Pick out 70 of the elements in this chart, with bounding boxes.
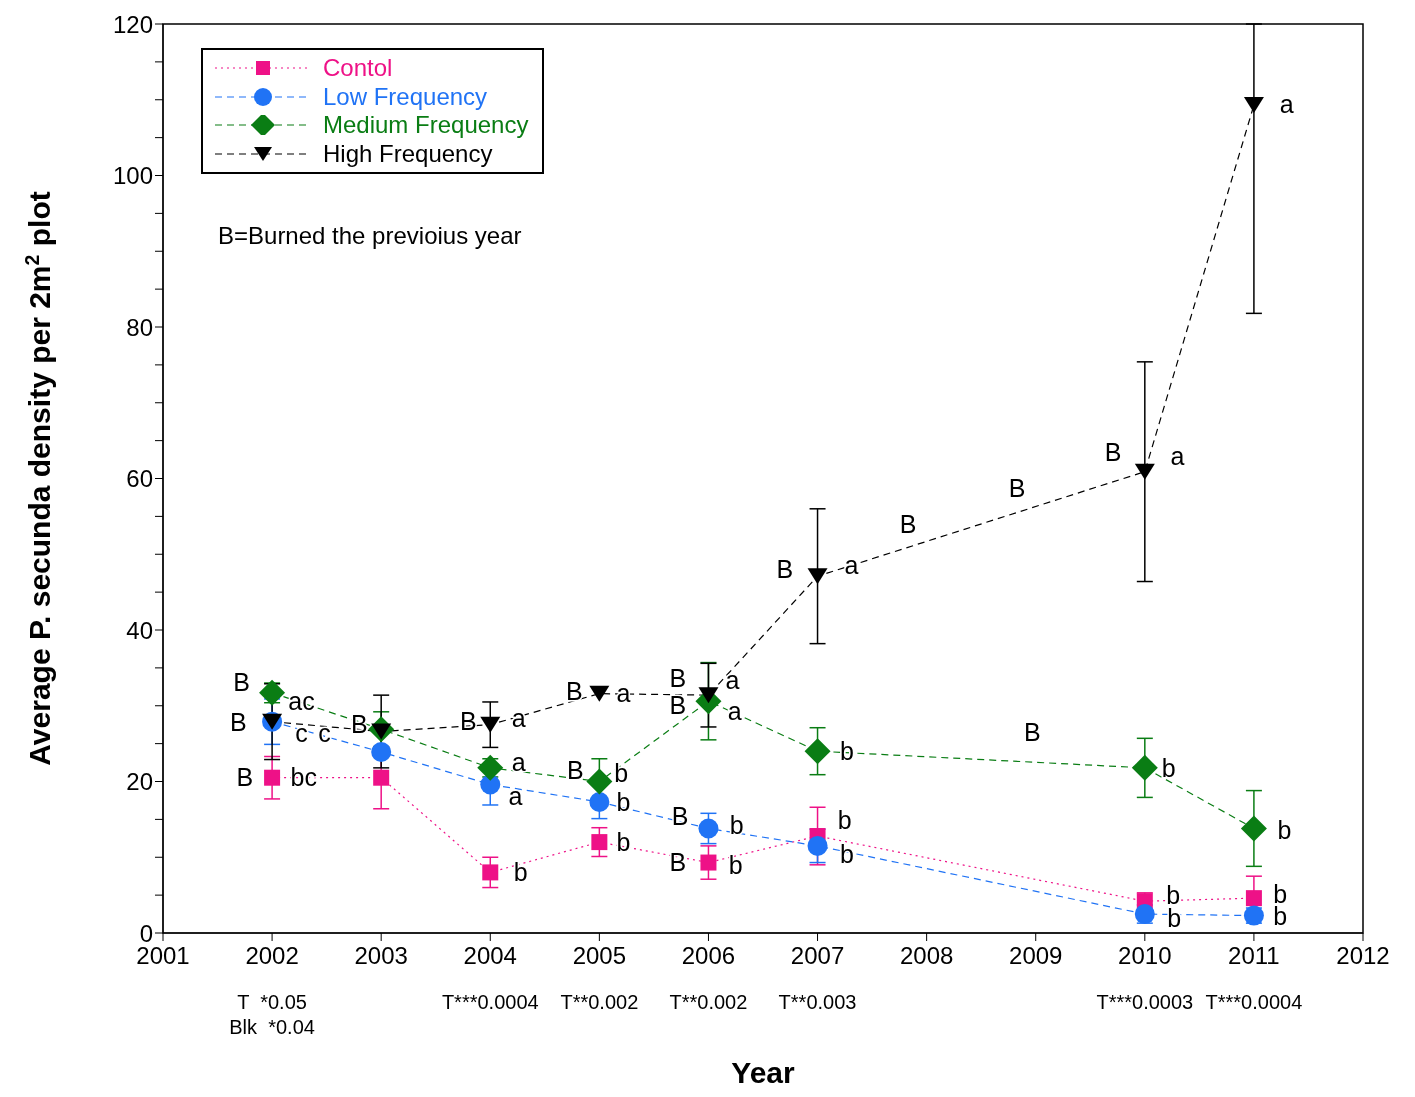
- annotation: B: [565, 677, 583, 706]
- annotation: ac: [288, 686, 315, 715]
- annotation: c: [318, 718, 331, 747]
- annotation: b: [840, 736, 854, 765]
- annotation: b: [1277, 815, 1292, 844]
- annotation: a: [511, 747, 526, 776]
- x-tick-label: 2011: [1228, 942, 1280, 970]
- y-tick-label: 60: [126, 465, 153, 493]
- x-tick-label: 2007: [790, 942, 845, 970]
- annotation: B: [1104, 438, 1122, 467]
- annotation: b: [616, 827, 631, 856]
- legend-label: Low Frequency: [323, 82, 488, 111]
- annotation: B=Burned the previoius year: [218, 222, 522, 250]
- annotation: B: [1024, 718, 1041, 747]
- annotation: B: [671, 802, 689, 831]
- annotation: c: [295, 718, 308, 747]
- annotation: a: [725, 665, 740, 694]
- text: T**0.002: [560, 991, 639, 1013]
- x-tick-label: 2006: [681, 942, 736, 970]
- annotation: b: [614, 758, 629, 787]
- legend-label: High Frequency: [323, 139, 493, 168]
- x-tick-label: 2004: [463, 942, 517, 970]
- annotation: a: [616, 678, 631, 707]
- y-tick-label: 40: [126, 616, 153, 644]
- annotation: B: [669, 690, 687, 719]
- text: T *0.05: [237, 991, 307, 1013]
- annotation: b: [728, 851, 743, 880]
- annotation: a: [727, 696, 742, 725]
- annotation: bc: [290, 763, 317, 792]
- annotation: a: [1279, 90, 1294, 119]
- annotation: b: [840, 839, 854, 868]
- y-tick-label: 20: [126, 768, 153, 796]
- x-tick-label: 2009: [1009, 942, 1063, 970]
- annotation: B: [899, 509, 917, 538]
- annotation: B: [1008, 474, 1026, 503]
- text: Blk *0.04: [229, 1016, 315, 1038]
- x-tick-label: 2005: [572, 942, 627, 970]
- annotation: B: [229, 708, 247, 737]
- annotation: b: [616, 787, 631, 816]
- annotation: B: [669, 848, 687, 877]
- annotation: B: [567, 755, 584, 784]
- annotation: B: [236, 763, 254, 792]
- text: T**0.002: [669, 991, 748, 1013]
- annotation: b: [1273, 902, 1288, 931]
- x-tick-label: 2002: [245, 942, 299, 970]
- annotation: B: [669, 664, 687, 693]
- legend-label: Medium Frequency: [323, 111, 529, 140]
- text: T***0.0004: [1205, 991, 1303, 1013]
- legend-label: Contol: [323, 54, 393, 83]
- y-tick-label: 80: [126, 313, 153, 341]
- text: T***0.0004: [441, 991, 539, 1013]
- x-tick-label: 2012: [1336, 942, 1390, 970]
- annotation: a: [1170, 442, 1185, 471]
- x-tick-label: 2010: [1118, 942, 1172, 970]
- text: T***0.0003: [1096, 991, 1194, 1013]
- annotation: B: [233, 668, 250, 697]
- x-axis-title: Year: [731, 1056, 796, 1089]
- annotation: a: [508, 781, 523, 810]
- y-tick-label: 100: [112, 162, 153, 190]
- x-tick-label: 2008: [899, 942, 954, 970]
- annotation: B: [460, 706, 477, 735]
- text: T**0.003: [778, 991, 857, 1013]
- annotation: a: [844, 551, 859, 580]
- y-tick-label: 120: [112, 10, 153, 38]
- x-tick-label: 2003: [354, 942, 408, 970]
- annotation: b: [513, 858, 528, 887]
- annotation: B: [776, 555, 794, 584]
- annotation: b: [1161, 753, 1176, 782]
- annotation: b: [837, 805, 852, 834]
- annotation: b: [729, 811, 744, 840]
